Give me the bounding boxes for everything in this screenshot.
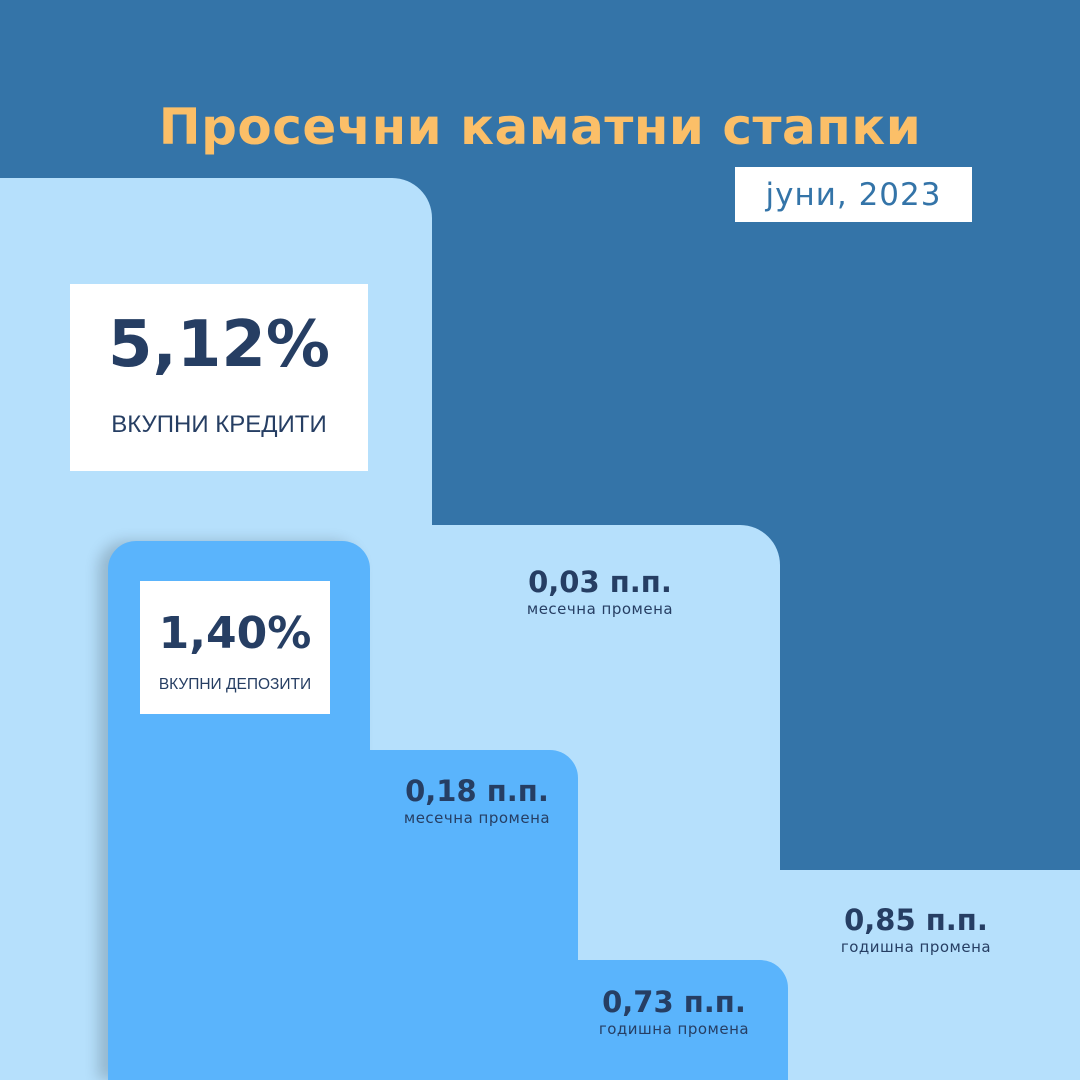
loans-yearly-change: 0,85 п.п. годишна промена	[816, 903, 1016, 957]
deposits-monthly-change-value: 0,18 п.п.	[405, 774, 549, 808]
loans-rate-label: ВКУПНИ КРЕДИТИ	[111, 411, 327, 438]
loans-stat-card: 5,12% ВКУПНИ КРЕДИТИ	[70, 284, 368, 471]
deposits-monthly-change: 0,18 п.п. месечна промена	[377, 774, 577, 828]
date-badge: јуни, 2023	[735, 167, 972, 222]
deposits-stat-card: 1,40% ВКУПНИ ДЕПОЗИТИ	[140, 581, 330, 714]
loans-rate-value: 5,12%	[107, 308, 331, 382]
deposits-yearly-change-value: 0,73 п.п.	[602, 985, 746, 1019]
deposits-yearly-change: 0,73 п.п. годишна промена	[574, 985, 774, 1039]
deposits-yearly-change-label: годишна промена	[598, 1020, 750, 1038]
deposits-monthly-change-label: месечна промена	[403, 809, 551, 827]
deposits-rate-value: 1,40%	[158, 608, 312, 659]
loans-monthly-change: 0,03 п.п. месечна промена	[500, 565, 700, 619]
loans-yearly-change-value: 0,85 п.п.	[844, 903, 988, 937]
loans-yearly-change-label: годишна промена	[840, 938, 992, 956]
deposits-rate-label: ВКУПНИ ДЕПОЗИТИ	[158, 676, 312, 693]
date-label: јуни, 2023	[765, 176, 942, 213]
loans-monthly-change-value: 0,03 п.п.	[528, 565, 672, 599]
loans-monthly-change-label: месечна промена	[526, 600, 674, 618]
page-title: Просечни каматни стапки	[158, 98, 922, 156]
deposits-step-bottom	[108, 960, 788, 1080]
